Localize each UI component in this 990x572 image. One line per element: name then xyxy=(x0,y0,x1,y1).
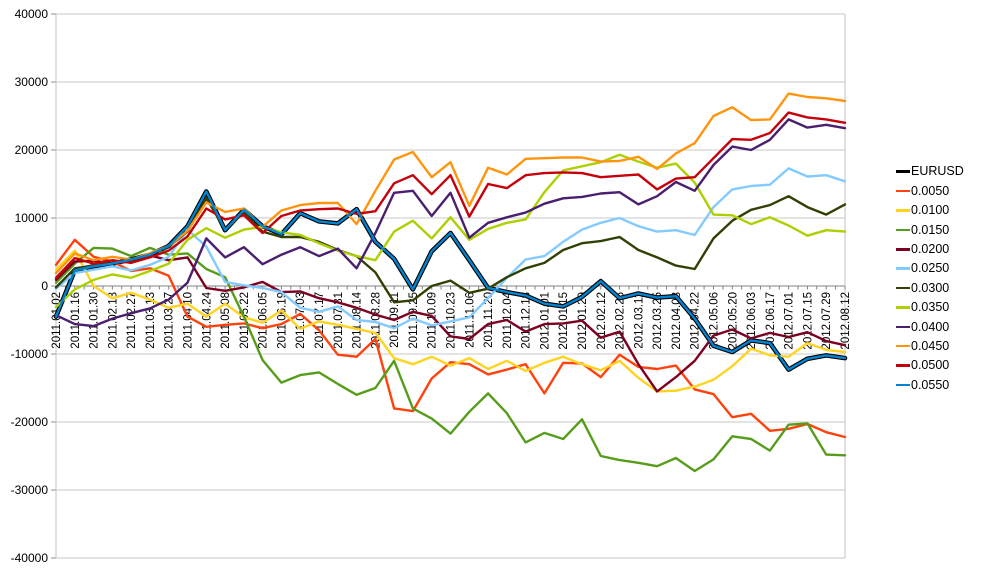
x-axis-label: 2012.06.03 xyxy=(746,292,758,350)
y-axis-label: -10000 xyxy=(11,347,49,361)
legend-label: 0.0100 xyxy=(911,203,950,218)
legend: EURUSD 0.0050 0.0100 0.0150 0.0200 0.0250 0.03… xyxy=(896,162,964,395)
x-axis-label: 2012.07.01 xyxy=(784,292,796,350)
series-line-0.0450[interactable] xyxy=(54,92,847,275)
legend-color-sample xyxy=(896,344,910,348)
x-axis-label: 2012.02.12 xyxy=(596,292,608,350)
x-axis-label: 2011.04.24 xyxy=(201,291,213,348)
legend-item-0.0300[interactable]: 0.0300 xyxy=(896,278,964,297)
legend-color-sample xyxy=(896,325,910,329)
legend-label: EURUSD xyxy=(911,164,964,179)
series-line-0.0550[interactable] xyxy=(54,190,847,371)
legend-color-sample xyxy=(896,364,910,367)
legend-item-0.0150[interactable]: 0.0150 xyxy=(896,220,964,239)
legend-item-0.0400[interactable]: 0.0400 xyxy=(896,317,964,336)
x-axis-label: 2011.08.28 xyxy=(370,292,382,349)
x-axis-label: 2012.03.11 xyxy=(633,292,645,349)
series-line-0.0200[interactable] xyxy=(54,254,847,393)
x-axis-label: 2011.01.30 xyxy=(89,292,101,349)
legend-label: 0.0500 xyxy=(911,358,950,373)
x-axis-label: 2012.07.29 xyxy=(821,292,833,350)
legend-item-0.0200[interactable]: 0.0200 xyxy=(896,240,964,259)
x-axis-label: 2011.11.06 xyxy=(464,292,476,348)
legend-color-sample xyxy=(896,170,910,174)
x-axis-label: 2012.07.15 xyxy=(802,292,814,350)
series-line-0.0100[interactable] xyxy=(54,249,847,393)
y-axis-label: -20000 xyxy=(11,415,49,429)
y-axis-label: 40000 xyxy=(15,7,49,21)
legend-color-sample xyxy=(896,248,910,251)
legend-label: 0.0050 xyxy=(911,183,950,198)
legend-item-0.0450[interactable]: 0.0450 xyxy=(896,337,964,356)
legend-color-sample xyxy=(896,228,910,232)
legend-label: 0.0200 xyxy=(911,242,950,256)
y-axis-label: -30000 xyxy=(11,483,49,497)
legend-item-0.0500[interactable]: 0.0500 xyxy=(896,356,964,375)
x-axis-label: 2011.06.05 xyxy=(258,292,270,349)
legend-label: 0.0400 xyxy=(911,319,950,334)
x-axis-label: 2012.03.25 xyxy=(652,292,664,350)
x-axis-label: 2011.12.18 xyxy=(521,292,533,349)
x-axis-label: 2012.01.15 xyxy=(558,292,570,350)
y-axis-label: -40000 xyxy=(11,551,49,565)
x-axis-label: 2011.01.16 xyxy=(70,292,82,349)
legend-label: 0.0250 xyxy=(911,261,950,276)
legend-label: 0.0550 xyxy=(911,377,950,392)
x-axis-label: 2012.04.08 xyxy=(671,292,683,350)
x-axis-label: 2011.06.19 xyxy=(276,292,288,349)
series-line-0.0350[interactable] xyxy=(54,153,847,309)
x-axis-label: 2011.05.08 xyxy=(220,292,232,349)
legend-item-0.0350[interactable]: 0.0350 xyxy=(896,298,964,317)
legend-color-sample xyxy=(896,383,910,387)
legend-color-sample xyxy=(896,306,910,309)
x-axis-label: 2011.09.25 xyxy=(408,292,420,349)
legend-color-sample xyxy=(896,209,910,212)
y-axis-label: 20000 xyxy=(15,143,49,157)
x-axis-label: 2012.06.17 xyxy=(765,292,777,350)
legend-item-0.0250[interactable]: 0.0250 xyxy=(896,259,964,278)
x-axis-label: 2012.08.12 xyxy=(840,292,852,350)
legend-item-0.0550[interactable]: 0.0550 xyxy=(896,375,964,394)
legend-label: 0.0300 xyxy=(911,280,950,295)
series-line-0.0050[interactable] xyxy=(54,238,847,439)
x-axis-label: 2011.10.09 xyxy=(427,292,439,349)
legend-color-sample xyxy=(896,267,910,270)
series-line-0.0400[interactable] xyxy=(54,118,847,328)
legend-item-0.0100[interactable]: 0.0100 xyxy=(896,201,964,220)
legend-item-0.0050[interactable]: 0.0050 xyxy=(896,181,964,200)
x-axis-label: 2011.11.20 xyxy=(483,292,495,348)
x-axis-label: 2012.05.20 xyxy=(727,292,739,350)
x-axis-label: 2012.02.26 xyxy=(615,292,627,350)
series-line-0.0500[interactable] xyxy=(54,111,847,279)
y-axis-label: 0 xyxy=(41,279,48,293)
legend-label: 0.0450 xyxy=(911,338,950,353)
legend-item-EURUSD[interactable]: EURUSD xyxy=(896,162,964,181)
legend-label: 0.0350 xyxy=(911,300,950,315)
x-axis-label: 2011.02.13 xyxy=(107,292,119,349)
legend-label: 0.0150 xyxy=(911,222,950,237)
x-axis-label: 2011.02.27 xyxy=(126,292,138,349)
legend-color-sample xyxy=(896,286,910,290)
y-axis-label: 10000 xyxy=(15,211,49,225)
legend-color-sample xyxy=(896,189,910,193)
y-axis-label: 30000 xyxy=(15,75,49,89)
x-axis-label: 2011.07.03 xyxy=(295,292,307,349)
series-line-0.0150[interactable] xyxy=(54,246,847,473)
